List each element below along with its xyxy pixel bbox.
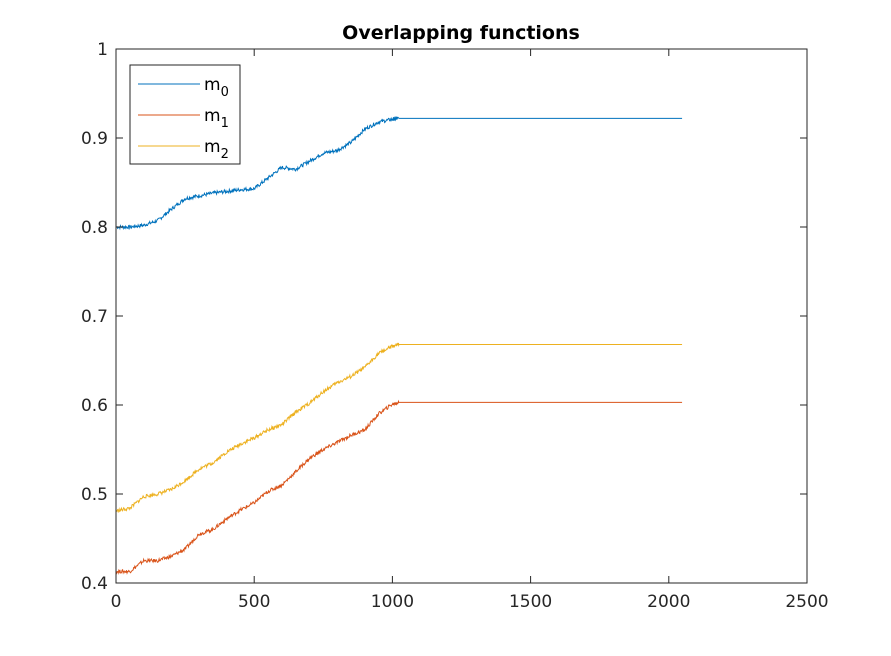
x-tick-label: 2000 bbox=[647, 592, 690, 612]
series-line-m0 bbox=[115, 115, 683, 231]
series-line-m1 bbox=[115, 399, 683, 575]
y-tick-label: 0.8 bbox=[81, 218, 108, 238]
x-tick-label: 2500 bbox=[785, 592, 828, 612]
y-tick-label: 0.6 bbox=[81, 396, 108, 416]
y-tick-label: 0.7 bbox=[81, 307, 108, 327]
x-tick-label: 1000 bbox=[371, 592, 414, 612]
y-tick-label: 0.9 bbox=[81, 129, 108, 149]
x-tick-label: 0 bbox=[111, 592, 122, 612]
series-line-m2 bbox=[115, 342, 683, 513]
y-tick-label: 1 bbox=[97, 40, 108, 60]
legend-label-m1: m1 bbox=[204, 106, 229, 131]
legend-label-m0: m0 bbox=[204, 75, 229, 100]
x-tick-label: 500 bbox=[238, 592, 270, 612]
legend-label-m2: m2 bbox=[204, 137, 229, 162]
y-tick-label: 0.4 bbox=[81, 574, 108, 594]
chart-title: Overlapping functions bbox=[342, 22, 580, 44]
legend: m0 m1 m2 bbox=[129, 64, 241, 165]
x-tick-label: 1500 bbox=[509, 592, 552, 612]
y-tick-label: 0.5 bbox=[81, 485, 108, 505]
